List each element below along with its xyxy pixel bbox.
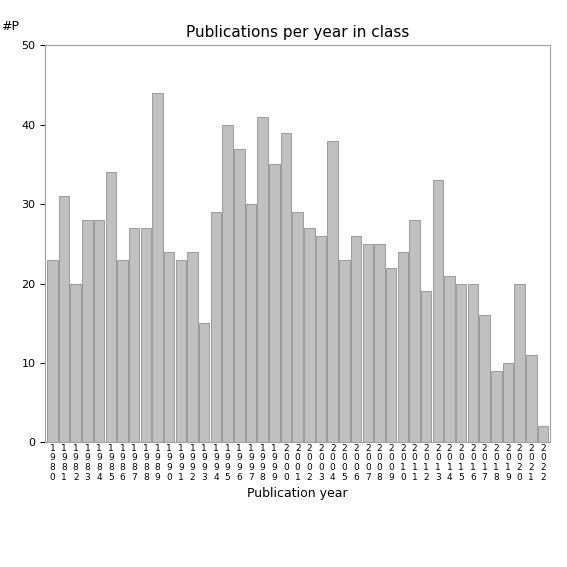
Bar bbox=[141, 228, 151, 442]
Bar bbox=[153, 93, 163, 442]
Y-axis label: #P: #P bbox=[1, 20, 19, 33]
Bar bbox=[339, 260, 350, 442]
Bar bbox=[269, 164, 280, 442]
Bar bbox=[526, 355, 536, 442]
Bar bbox=[234, 149, 244, 442]
Bar bbox=[304, 228, 315, 442]
Bar bbox=[59, 196, 69, 442]
Bar bbox=[409, 220, 420, 442]
Bar bbox=[386, 268, 396, 442]
Bar bbox=[421, 291, 431, 442]
Bar bbox=[328, 141, 338, 442]
Bar bbox=[281, 133, 291, 442]
Bar bbox=[503, 363, 513, 442]
Bar bbox=[129, 228, 139, 442]
Bar bbox=[199, 323, 209, 442]
Title: Publications per year in class: Publications per year in class bbox=[186, 25, 409, 40]
Bar bbox=[94, 220, 104, 442]
Bar bbox=[211, 212, 221, 442]
Bar bbox=[362, 244, 373, 442]
Bar bbox=[491, 371, 502, 442]
Bar bbox=[456, 284, 467, 442]
Bar bbox=[433, 180, 443, 442]
Bar bbox=[316, 236, 326, 442]
Bar bbox=[445, 276, 455, 442]
Bar bbox=[351, 236, 361, 442]
Bar bbox=[187, 252, 198, 442]
Bar bbox=[246, 204, 256, 442]
Bar bbox=[117, 260, 128, 442]
Bar bbox=[479, 315, 490, 442]
Bar bbox=[538, 426, 548, 442]
Bar bbox=[468, 284, 478, 442]
X-axis label: Publication year: Publication year bbox=[247, 487, 348, 500]
Bar bbox=[514, 284, 525, 442]
Bar bbox=[70, 284, 81, 442]
Bar bbox=[374, 244, 384, 442]
Bar bbox=[176, 260, 186, 442]
Bar bbox=[82, 220, 92, 442]
Bar bbox=[397, 252, 408, 442]
Bar bbox=[257, 117, 268, 442]
Bar bbox=[222, 125, 233, 442]
Bar bbox=[105, 172, 116, 442]
Bar bbox=[293, 212, 303, 442]
Bar bbox=[47, 260, 58, 442]
Bar bbox=[164, 252, 175, 442]
